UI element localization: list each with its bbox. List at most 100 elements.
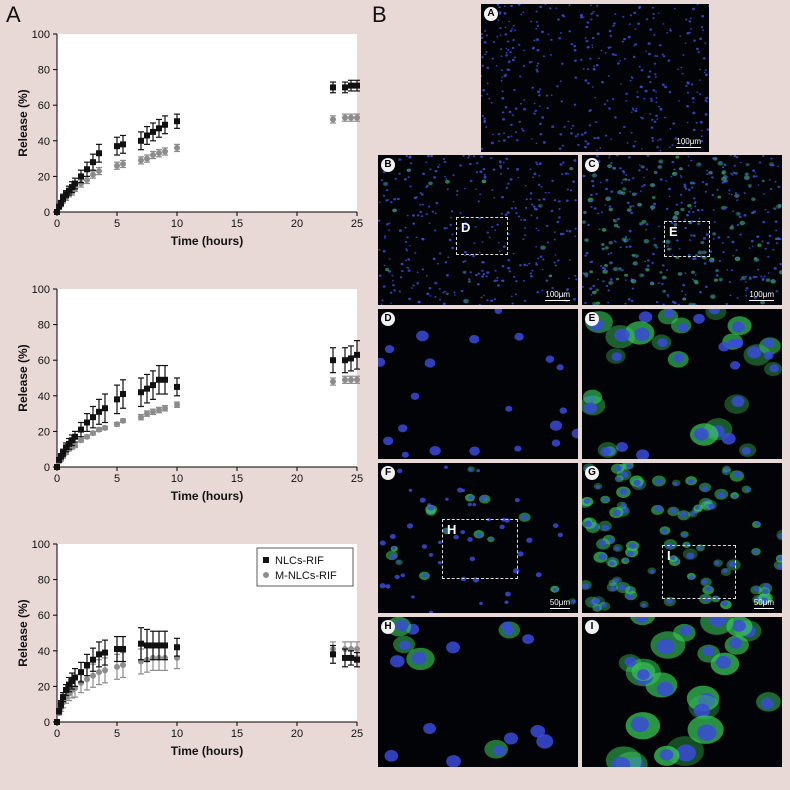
nucleus (479, 193, 482, 196)
nucleus (421, 268, 425, 271)
nucleus (584, 254, 587, 257)
nucleus (501, 264, 505, 268)
nucleus (567, 173, 570, 175)
nucleus (630, 131, 633, 134)
nucleus (559, 32, 562, 34)
data-point (69, 437, 75, 444)
data-point (156, 125, 162, 132)
nucleus (654, 55, 657, 57)
nucleus (547, 33, 550, 36)
nucleus (616, 278, 619, 280)
nucleus (672, 481, 678, 486)
nucleus (741, 221, 745, 225)
nucleus (729, 294, 732, 297)
nucleus (507, 48, 510, 51)
nucleus (777, 165, 780, 168)
nucleus (620, 502, 626, 508)
micrograph-label: I (585, 620, 599, 634)
nucleus (462, 260, 465, 263)
nucleus (523, 299, 527, 302)
y-tick-label: 100 (32, 29, 50, 41)
nucleus (763, 351, 774, 360)
nucleus (624, 558, 629, 563)
nucleus (584, 520, 592, 528)
nucleus (459, 164, 462, 167)
nucleus (701, 485, 708, 492)
nucleus (434, 229, 437, 232)
nucleus (547, 191, 550, 194)
nucleus (504, 213, 508, 216)
data-point (90, 171, 96, 178)
nucleus (663, 290, 666, 292)
nucleus (670, 30, 673, 32)
nucleus (385, 199, 389, 202)
nucleus (571, 428, 578, 439)
nucleus (709, 171, 712, 174)
nucleus (700, 26, 704, 29)
data-point (162, 121, 168, 128)
nucleus (611, 581, 617, 586)
nucleus (599, 264, 603, 267)
nucleus (592, 10, 595, 13)
nucleus (517, 551, 524, 557)
nucleus (553, 199, 557, 202)
nucleus (652, 196, 655, 199)
nucleus (639, 116, 642, 119)
data-point (144, 410, 150, 417)
nucleus (753, 210, 757, 213)
nucleus (598, 553, 607, 560)
nucleus (615, 155, 619, 157)
nucleus (536, 163, 539, 166)
nucleus (701, 579, 708, 585)
nucleus (482, 89, 486, 92)
nucleus (640, 185, 644, 188)
nucleus (736, 297, 739, 299)
nucleus (503, 74, 507, 77)
nucleus (541, 116, 545, 119)
nucleus (766, 241, 770, 245)
nucleus (689, 239, 692, 242)
nucleus (645, 168, 649, 171)
nucleus (762, 155, 765, 157)
nucleus (538, 94, 541, 97)
nucleus (523, 99, 526, 101)
nucleus (424, 358, 436, 368)
nucleus (519, 264, 522, 267)
nucleus (445, 227, 448, 229)
nucleus (585, 131, 587, 133)
nucleus (661, 282, 664, 285)
nucleus (626, 142, 629, 144)
nucleus (533, 207, 537, 211)
nucleus (429, 445, 441, 456)
nucleus (618, 132, 622, 135)
data-point (102, 667, 108, 674)
nucleus (597, 212, 600, 215)
nucleus (590, 205, 593, 208)
nucleus (656, 55, 659, 57)
nucleus (698, 217, 701, 220)
legend-marker (263, 572, 269, 578)
nucleus (706, 128, 709, 131)
nucleus (570, 127, 573, 130)
nucleus (600, 49, 603, 52)
nucleus (645, 268, 649, 271)
nucleus (537, 183, 541, 186)
nucleus (728, 193, 731, 195)
nucleus (635, 107, 638, 110)
nucleus (384, 345, 395, 354)
nucleus (634, 617, 649, 623)
nucleus (681, 208, 685, 211)
nucleus (719, 279, 723, 282)
nucleus (703, 71, 706, 74)
nucleus (596, 288, 599, 291)
nucleus (666, 240, 670, 244)
nucleus (641, 166, 645, 168)
nucleus (520, 13, 523, 16)
data-point (174, 401, 180, 408)
nucleus (544, 191, 547, 194)
nucleus (773, 208, 776, 210)
nucleus (761, 301, 765, 304)
nucleus (586, 45, 590, 49)
nucleus (536, 38, 540, 41)
nucleus (505, 51, 508, 54)
